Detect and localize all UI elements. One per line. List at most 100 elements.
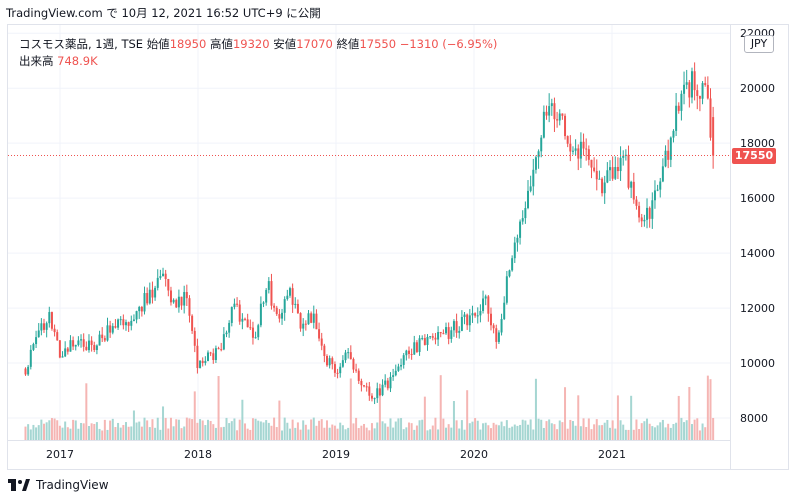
candle-body: [267, 281, 270, 290]
y-tick-label: 20000: [740, 82, 775, 95]
volume-bar: [619, 420, 622, 440]
candle-body: [656, 189, 659, 191]
volume-bar: [37, 425, 40, 440]
volume-bar: [688, 386, 691, 440]
currency-button[interactable]: JPY: [744, 35, 774, 53]
volume-bar: [95, 422, 98, 440]
volume-bar: [521, 419, 524, 440]
volume-bar: [360, 425, 363, 440]
volume-bar: [635, 419, 638, 440]
candle-body: [87, 340, 90, 351]
candle-body: [228, 322, 231, 333]
volume-bar: [167, 428, 170, 440]
volume-bar: [704, 427, 707, 440]
open-value: 18950: [169, 37, 207, 51]
volume-bar: [503, 426, 506, 440]
x-tick-label: 2019: [322, 448, 350, 461]
candle-body: [468, 315, 471, 326]
candle-body: [445, 327, 448, 334]
candle-body: [693, 71, 696, 91]
volume-bar: [667, 423, 670, 440]
volume-bar: [199, 419, 202, 440]
volume-bar: [706, 375, 709, 440]
candle-body: [103, 338, 106, 341]
volume-bar: [339, 422, 342, 440]
volume-bar: [259, 421, 262, 440]
candle-body: [74, 344, 77, 347]
symbol-label: コスモス薬品, 1週, TSE: [19, 37, 144, 51]
candle-body: [209, 352, 212, 354]
candle-body: [511, 258, 514, 271]
candle-body: [24, 368, 27, 375]
candle-body: [95, 345, 98, 351]
volume-bar: [445, 427, 448, 440]
volume-bar: [111, 418, 114, 440]
candle-body: [154, 287, 157, 298]
candle-body: [508, 270, 511, 277]
volume-bar: [85, 383, 88, 440]
volume-bar: [204, 425, 207, 440]
candle-body: [675, 105, 678, 131]
x-tick-label: 2018: [184, 448, 212, 461]
volume-bar: [545, 421, 548, 440]
candle-body: [653, 190, 656, 201]
volume-bar: [524, 420, 527, 440]
volume-bar: [661, 419, 664, 440]
volume-bar: [328, 427, 331, 440]
candle-body: [302, 323, 305, 329]
candle-body: [698, 95, 701, 99]
volume-bar: [169, 417, 172, 440]
volume-bar: [630, 395, 633, 440]
candle-body: [117, 319, 120, 328]
candle-body: [355, 369, 358, 371]
candle-body: [590, 159, 593, 168]
candle-body: [452, 321, 455, 331]
candle-body: [363, 385, 366, 387]
candle-body: [106, 325, 109, 341]
volume-bar: [299, 429, 302, 440]
volume-bar: [246, 428, 249, 440]
volume-bar: [463, 429, 466, 440]
candle-body: [556, 119, 559, 121]
candle-body: [381, 384, 384, 396]
volume-bar: [352, 423, 355, 440]
candle-body: [251, 327, 254, 338]
volume-bar: [222, 426, 225, 440]
volume-bar: [281, 430, 284, 440]
volume-bar: [138, 421, 141, 440]
volume-bar: [294, 427, 297, 440]
volume-bar: [405, 427, 408, 440]
volume-bar: [347, 427, 350, 440]
volume-bar: [394, 421, 397, 440]
candle-body: [564, 115, 567, 137]
volume-bar: [363, 423, 366, 440]
volume-bar: [384, 423, 387, 440]
candle-body: [222, 334, 225, 350]
footer-brand[interactable]: TradingView: [8, 478, 109, 492]
candle-body: [310, 313, 313, 323]
candle-body: [204, 360, 207, 364]
volume-bar: [516, 425, 519, 440]
chart-frame[interactable]: [7, 24, 789, 470]
volume-bar: [587, 418, 590, 440]
candle-body: [111, 326, 114, 333]
volume-bar: [177, 419, 180, 440]
candle-body: [61, 356, 64, 358]
candle-body: [220, 349, 223, 351]
candle-body: [188, 298, 191, 316]
candle-body: [151, 289, 154, 298]
candle-body: [601, 178, 604, 194]
volume-bar: [90, 423, 93, 440]
volume-bar: [302, 420, 305, 440]
volume-bar: [365, 427, 368, 440]
candle-body: [595, 170, 598, 180]
candle-body: [328, 358, 331, 366]
volume-bar: [45, 422, 48, 440]
volume-bar: [534, 378, 537, 440]
volume-bar: [320, 419, 323, 440]
candle-body: [651, 200, 654, 219]
candle-body: [503, 302, 506, 320]
candle-body: [598, 178, 601, 180]
candle-body: [333, 364, 336, 373]
